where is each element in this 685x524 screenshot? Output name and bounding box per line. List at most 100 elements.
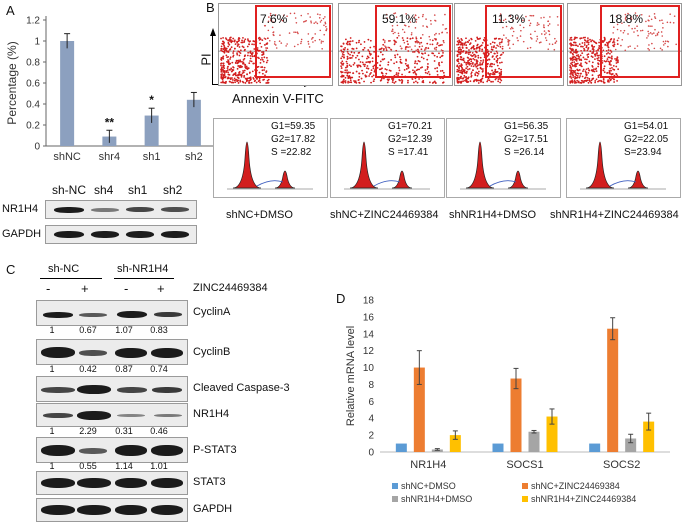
s-phase-curve xyxy=(256,180,284,187)
plot-frame xyxy=(454,3,564,86)
significance-mark: ** xyxy=(105,115,115,129)
cycle-histogram-2: G1=70.21 G2=12.39 S =17.41 xyxy=(330,118,445,198)
flow-percent-3: 11.3% xyxy=(492,12,526,26)
blot-a-nr1h4-strip xyxy=(45,200,197,219)
bar-SOCS2-shNC+DMSO xyxy=(589,443,601,452)
blot-c-cyclinb xyxy=(36,339,188,365)
blot-a-gapdh-strip xyxy=(45,225,197,244)
flow-percent-4: 18.8% xyxy=(609,12,644,26)
quant-nr1h4-3: 0.31 xyxy=(115,426,133,436)
y-tick-label: 12 xyxy=(363,346,375,357)
quant-cyclinb-2: 0.42 xyxy=(79,364,97,374)
flow-highlight-box xyxy=(600,5,680,78)
bar-chart-a: 0 0.2 0.4 0.6 0.8 1 1.2 Percentage (%) shNC shr4 *… xyxy=(5,16,215,163)
legend-label: shNR1H4+DMSO xyxy=(401,494,472,504)
bar-NR1H4-shNC+ZINC24469384 xyxy=(413,367,425,452)
blot-c-stat3 xyxy=(36,471,188,495)
blot-c-nr1h4 xyxy=(36,403,188,427)
quant-cyclina-1: 1 xyxy=(49,325,55,335)
quant-nr1h4-4: 0.46 xyxy=(150,426,168,436)
row-label-cyclinb: CyclinB xyxy=(193,346,231,358)
g2-peak xyxy=(507,170,529,189)
cycle-s-3: S =26.14 xyxy=(504,147,545,158)
panel-label-a: A xyxy=(6,3,15,18)
row-label-stat3: STAT3 xyxy=(193,476,226,488)
g1-peak xyxy=(585,141,615,189)
g2-peak xyxy=(391,170,413,189)
y-tick-label: 16 xyxy=(363,312,375,323)
blot-a-row-nr1h4: NR1H4 xyxy=(2,203,39,215)
y-tick-label: 8 xyxy=(368,380,374,391)
cycle-g2-2: G2=12.39 xyxy=(388,134,433,145)
quant-cyclina-3: 1.07 xyxy=(115,325,133,335)
event-dots xyxy=(340,12,448,84)
quant-nr1h4-1: 1 xyxy=(49,426,55,436)
bar-SOCS1-shNR1H4+DMSO xyxy=(528,431,540,452)
cycle-g2-1: G2=17.82 xyxy=(271,134,316,145)
plot-frame xyxy=(330,118,445,198)
quant-cyclina-4: 0.83 xyxy=(150,325,168,335)
legend-label: shNR1H4+ZINC24469384 xyxy=(531,494,636,504)
blot-a-row-gapdh: GAPDH xyxy=(2,228,42,240)
cycle-s-4: S=23.94 xyxy=(624,147,662,158)
cycle-s-2: S =17.41 xyxy=(388,147,429,158)
bar-NR1H4-shNC+DMSO xyxy=(395,443,407,452)
quant-cyclina-2: 0.67 xyxy=(79,325,97,335)
blot-a-lane-3: sh1 xyxy=(128,183,148,197)
treatment-mark-3: - xyxy=(124,281,129,296)
quant-nr1h4-2: 2.29 xyxy=(79,426,97,436)
condition-label-3: shNR1H4+DMSO xyxy=(449,209,537,221)
x-tick-label: shr4 xyxy=(99,151,120,163)
bar-SOCS1-shNR1H4+ZINC24469384 xyxy=(546,416,558,452)
cycle-s-1: S =22.82 xyxy=(271,147,312,158)
bar-SOCS1-shNC+DMSO xyxy=(492,443,504,452)
x-tick-label: sh2 xyxy=(185,151,203,163)
y-tick-label: 0 xyxy=(368,448,374,459)
event-dots xyxy=(456,13,559,84)
condition-label-2: shNC+ZINC24469384 xyxy=(330,209,439,221)
row-label-cyclina: CyclinA xyxy=(193,306,231,318)
g1-peak xyxy=(349,141,379,189)
x-tick-label: sh1 xyxy=(143,151,161,163)
cycle-g1-1: G1=59.35 xyxy=(271,121,316,132)
y-tick-label: 0.8 xyxy=(26,58,40,69)
flow-plot-1: 7.6% xyxy=(218,3,333,86)
bar-NR1H4-shNR1H4+ZINC24469384 xyxy=(449,435,461,452)
quant-pstat3-1: 1 xyxy=(49,461,55,471)
row-label-pstat3: P-STAT3 xyxy=(193,444,237,456)
bar-SOCS2-shNR1H4+DMSO xyxy=(625,438,637,452)
blot-a-lane-2: sh4 xyxy=(94,183,114,197)
legend-swatch xyxy=(392,483,398,489)
flow-highlight-box xyxy=(255,5,331,78)
y-axis-title: Percentage (%) xyxy=(5,41,19,124)
flow-y-arrow-icon xyxy=(210,28,216,36)
y-tick-label: 2 xyxy=(368,431,374,442)
y-tick-label: 0 xyxy=(34,142,40,153)
bar-SOCS2-shNR1H4+ZINC24469384 xyxy=(643,421,655,452)
s-phase-curve xyxy=(489,180,517,187)
x-tick-label: NR1H4 xyxy=(410,459,446,471)
significance-mark: * xyxy=(149,93,154,107)
y-tick-label: 0.4 xyxy=(26,100,40,111)
blot-a-lane-1: sh-NC xyxy=(52,183,87,197)
row-label-gapdh: GAPDH xyxy=(193,503,233,515)
y-tick-label: 1.2 xyxy=(26,16,40,27)
row-label-nr1h4: NR1H4 xyxy=(193,408,230,420)
legend-swatch xyxy=(522,483,528,489)
y-tick-label: 14 xyxy=(363,329,375,340)
legend-label: shNC+DMSO xyxy=(401,481,456,491)
panel-label-d: D xyxy=(336,291,346,306)
plot-frame xyxy=(218,3,333,86)
g1-peak xyxy=(465,141,495,189)
cycle-g1-4: G1=54.01 xyxy=(624,121,669,132)
plot-frame xyxy=(566,118,681,198)
panel-label-c: C xyxy=(6,262,16,277)
flow-percent-2: 59.1% xyxy=(382,12,417,26)
panel-label-b: B xyxy=(206,0,215,15)
plot-frame xyxy=(338,3,453,86)
quant-pstat3-2: 0.55 xyxy=(79,461,97,471)
treatment-mark-4: + xyxy=(157,281,165,296)
legend-swatch xyxy=(392,496,398,502)
plot-frame xyxy=(567,3,682,86)
cycle-histogram-1: G1=59.35 G2=17.82 S =22.82 xyxy=(213,118,328,198)
